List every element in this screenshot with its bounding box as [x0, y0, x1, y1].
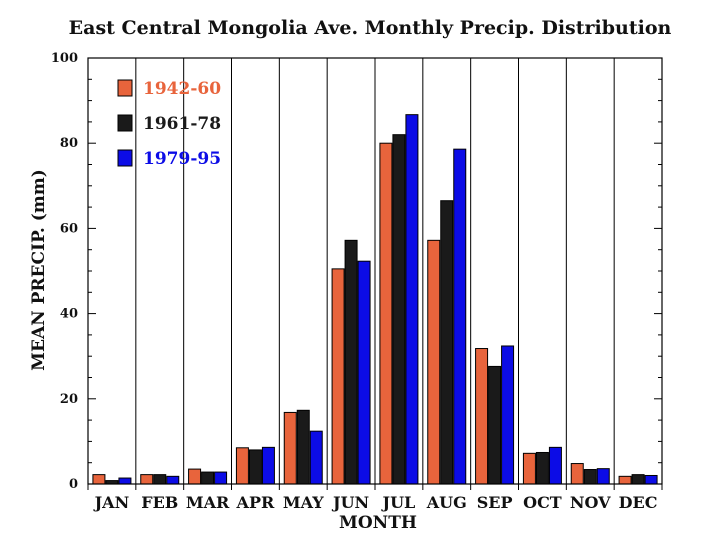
- bar-nov-1979-95: [596, 468, 610, 485]
- legend-label-1979-95: 1979-95: [143, 149, 221, 169]
- plot-area: 0 20 40 60 80 100 JAN FEB MAR APR MAY JUN JUL AUG SEP O…: [51, 51, 663, 512]
- bar-nov-1942-60: [570, 463, 584, 485]
- bar-aug-1961-78: [440, 200, 454, 485]
- x-tick-label-jul: JUL: [381, 493, 416, 512]
- bar-oct-1942-60: [522, 452, 536, 485]
- bar-dec-1961-78: [631, 474, 645, 485]
- bar-mar-1979-95: [214, 471, 228, 485]
- x-tick-label-jun: JUN: [331, 493, 369, 512]
- x-tick-label-oct: OCT: [523, 493, 562, 512]
- y-tick-label: 40: [60, 307, 78, 322]
- legend-label-1961-78: 1961-78: [143, 114, 221, 134]
- x-tick-label-sep: SEP: [477, 493, 513, 512]
- legend-swatch-1961-78: [117, 114, 133, 132]
- bar-jun-1942-60: [331, 268, 345, 485]
- y-tick-label: 60: [60, 221, 78, 236]
- bar-may-1961-78: [296, 409, 310, 485]
- bar-feb-1961-78: [153, 474, 167, 485]
- x-tick-label-may: MAY: [283, 493, 324, 512]
- bar-jul-1979-95: [405, 114, 419, 485]
- chart-title: East Central Mongolia Ave. Monthly Preci…: [69, 17, 672, 39]
- x-tick-label-nov: NOV: [570, 493, 611, 512]
- bar-nov-1961-78: [583, 469, 597, 485]
- bar-dec-1979-95: [644, 474, 658, 485]
- bar-sep-1961-78: [488, 365, 502, 485]
- bar-jun-1961-78: [344, 239, 358, 485]
- bar-apr-1942-60: [235, 447, 249, 485]
- x-tick-label-jan: JAN: [93, 493, 130, 512]
- y-axis-title: MEAN PRECIP. (mm): [29, 169, 49, 371]
- x-tick-label-dec: DEC: [619, 493, 658, 512]
- bar-mar-1961-78: [201, 471, 215, 485]
- bar-jun-1979-95: [357, 260, 371, 485]
- bar-oct-1961-78: [535, 451, 549, 485]
- bar-aug-1942-60: [427, 239, 441, 485]
- bar-dec-1942-60: [618, 475, 632, 485]
- legend: 1942-60 1961-78 1979-95: [117, 79, 221, 169]
- bar-may-1979-95: [309, 430, 323, 485]
- bar-jan-1979-95: [118, 477, 132, 485]
- y-tick-label: 20: [60, 392, 78, 407]
- y-tick-label: 100: [51, 51, 78, 66]
- bar-jan-1942-60: [92, 474, 106, 485]
- bar-feb-1942-60: [140, 474, 154, 485]
- x-axis-title: MONTH: [339, 513, 417, 533]
- x-tick-label-apr: APR: [236, 493, 275, 512]
- bar-jul-1942-60: [379, 142, 393, 485]
- legend-swatch-1979-95: [117, 149, 133, 167]
- y-tick-label: 80: [60, 136, 78, 151]
- x-tick-label-aug: AUG: [426, 493, 467, 512]
- bar-sep-1979-95: [501, 345, 515, 485]
- bar-apr-1979-95: [261, 446, 275, 485]
- x-tick-label-feb: FEB: [141, 493, 178, 512]
- bar-feb-1979-95: [166, 475, 180, 485]
- bar-sep-1942-60: [475, 348, 489, 485]
- y-tick-label: 0: [69, 477, 78, 492]
- legend-label-1942-60: 1942-60: [143, 79, 221, 99]
- bar-oct-1979-95: [548, 446, 562, 485]
- bar-may-1942-60: [283, 411, 297, 485]
- bar-apr-1961-78: [248, 449, 262, 485]
- bar-aug-1979-95: [453, 148, 467, 485]
- x-tick-label-mar: MAR: [186, 493, 230, 512]
- bar-jul-1961-78: [392, 134, 406, 485]
- legend-swatch-1942-60: [117, 79, 133, 97]
- bar-mar-1942-60: [188, 468, 202, 485]
